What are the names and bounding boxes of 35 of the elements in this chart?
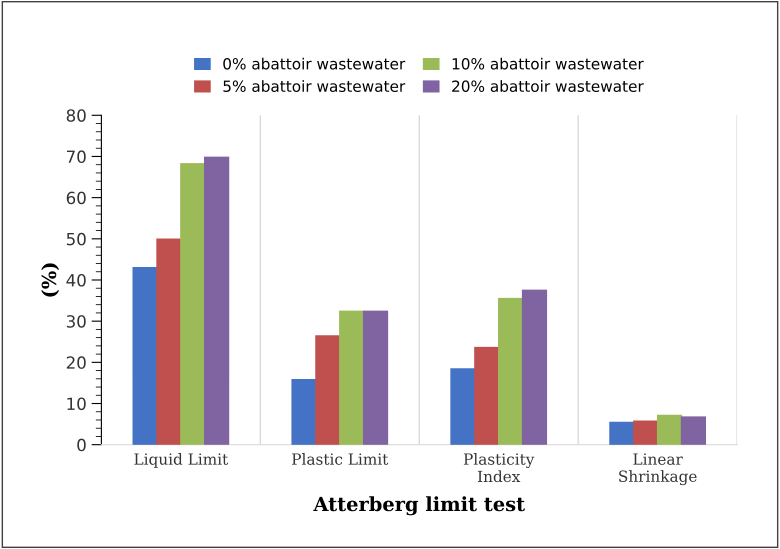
y-tick-label: 20 [66, 356, 86, 369]
y-tick-label: 60 [66, 192, 86, 204]
bar [450, 368, 476, 445]
bar [474, 346, 500, 445]
bar [498, 298, 524, 445]
bar [156, 238, 182, 445]
bar [633, 420, 658, 445]
bar [339, 310, 364, 445]
x-tick-label: Plasticity Index [464, 453, 534, 482]
legend-label: 20% abattoir wastewater [452, 80, 644, 92]
bar [680, 416, 706, 445]
y-axis-title: (%) [41, 263, 60, 297]
legend-label: 10% abattoir wastewater [452, 58, 644, 70]
bar [315, 335, 340, 445]
x-tick-label: Linear Shrinkage [619, 453, 697, 486]
bar [291, 378, 317, 445]
bar [180, 163, 206, 445]
y-tick-label: 80 [66, 109, 86, 122]
bar [522, 290, 548, 445]
bar [656, 414, 682, 445]
bar [609, 422, 634, 445]
legend-label: 0% abattoir wastewater [223, 58, 406, 70]
y-tick-label: 0 [77, 438, 86, 452]
y-tick-label: 70 [66, 150, 86, 164]
y-tick-label: 40 [66, 274, 86, 287]
legend-label: 5% abattoir wastewater [223, 80, 406, 92]
x-tick-label: Liquid Limit [134, 453, 228, 468]
y-tick-label: 30 [66, 315, 86, 328]
x-axis-title: Atterberg limit test [313, 496, 525, 516]
y-tick-label: 10 [67, 397, 86, 410]
bar [132, 266, 158, 445]
bar [362, 310, 388, 445]
y-tick-label: 50 [66, 232, 86, 246]
bar [204, 156, 230, 445]
x-tick-label: Plastic Limit [292, 453, 388, 465]
